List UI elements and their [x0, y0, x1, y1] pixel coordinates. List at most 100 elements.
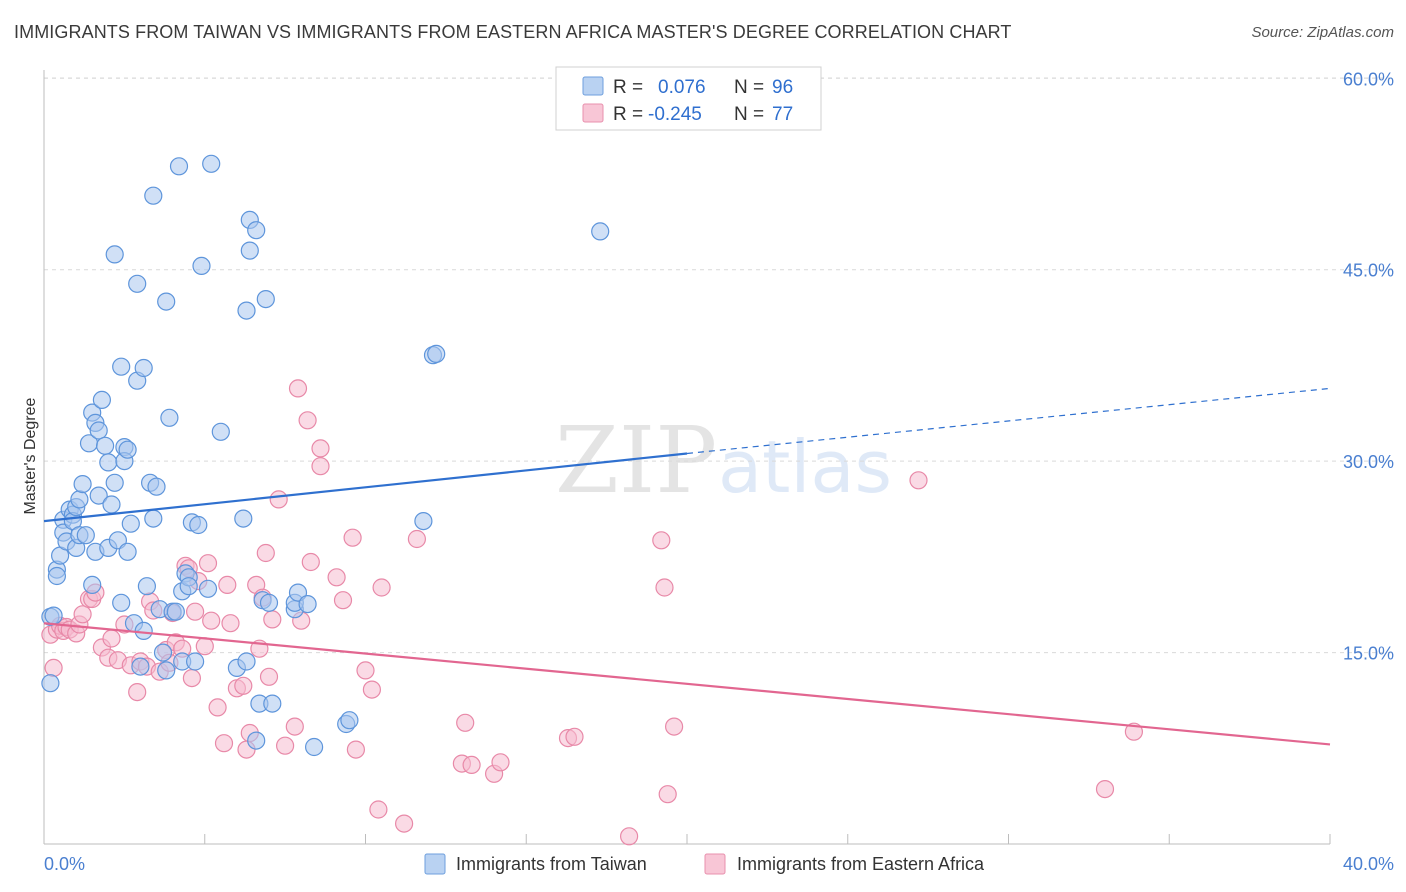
watermark-zip: ZIP [555, 407, 717, 514]
legend-n-value-africa: 77 [772, 104, 793, 125]
data-point-africa [234, 676, 253, 695]
data-point-africa [619, 827, 639, 846]
data-point-taiwan [157, 661, 176, 680]
bottom-legend-label-africa: Immigrants from Eastern Africa [737, 854, 985, 874]
data-point-africa [218, 575, 237, 595]
data-point-taiwan [211, 422, 230, 441]
y-axis-tick-labels: 15.0% 30.0% 45.0% 60.0% [1343, 69, 1394, 663]
bottom-legend-swatch-taiwan [424, 853, 446, 875]
series-eastern-africa-points [41, 379, 1144, 846]
data-point-africa [565, 727, 584, 746]
data-point-africa [362, 680, 381, 699]
legend-r-label-africa: R = [613, 104, 643, 125]
data-point-taiwan [192, 256, 211, 275]
data-point-taiwan [305, 737, 324, 757]
data-point-africa [73, 605, 92, 624]
y-axis-label: Master's Degree [22, 397, 39, 514]
data-point-africa [128, 682, 147, 702]
data-point-taiwan [44, 606, 63, 625]
data-point-taiwan [298, 594, 317, 614]
data-point-taiwan [247, 731, 266, 750]
data-point-taiwan [591, 222, 610, 241]
data-point-africa [182, 668, 201, 688]
data-point-taiwan [340, 711, 359, 730]
data-point-africa [221, 614, 240, 633]
data-point-africa [263, 610, 282, 629]
data-point-taiwan [73, 475, 92, 494]
data-point-taiwan [118, 440, 137, 459]
data-point-africa [1095, 779, 1115, 799]
data-point-taiwan [47, 566, 67, 586]
trend-line-taiwan [43, 452, 688, 523]
gridlines [44, 77, 1394, 654]
data-point-taiwan [247, 221, 266, 240]
data-point-africa [372, 578, 391, 597]
data-point-taiwan [95, 436, 115, 455]
data-point-africa [288, 379, 308, 398]
y-tick-label: 15.0% [1343, 644, 1394, 664]
data-point-taiwan [112, 357, 131, 376]
data-point-taiwan [259, 593, 279, 612]
data-point-taiwan [137, 577, 156, 596]
data-point-africa [664, 717, 684, 736]
legend-n-value-taiwan: 96 [772, 77, 793, 98]
data-point-africa [311, 439, 330, 458]
data-point-africa [462, 755, 481, 775]
legend-r-value-taiwan: 0.076 [658, 77, 706, 98]
stats-legend: R = 0.076 N = 96 R = -0.245 N = 77 [555, 66, 822, 131]
data-point-africa [44, 658, 63, 678]
data-point-africa [343, 528, 362, 547]
data-point-africa [298, 411, 317, 430]
legend-swatch-africa [582, 103, 604, 123]
data-point-africa [102, 629, 121, 648]
y-tick-label: 60.0% [1343, 69, 1394, 89]
data-point-africa [456, 713, 475, 732]
data-point-taiwan [263, 694, 282, 713]
bottom-legend: Immigrants from Taiwan Immigrants from E… [424, 853, 985, 875]
data-point-taiwan [128, 274, 147, 293]
data-point-taiwan [118, 542, 137, 561]
data-point-taiwan [160, 408, 179, 427]
data-point-taiwan [169, 157, 189, 176]
data-point-africa [269, 490, 288, 509]
data-point-taiwan [144, 186, 163, 205]
legend-swatch-taiwan [582, 76, 604, 96]
legend-n-label-taiwan: N = [734, 77, 764, 98]
trend-line-taiwan-extension [686, 387, 1331, 455]
data-point-taiwan [41, 674, 60, 693]
data-point-taiwan [105, 473, 124, 492]
x-axis-ticks [43, 834, 1331, 844]
data-point-africa [395, 814, 414, 833]
data-point-taiwan [83, 575, 102, 595]
data-point-taiwan [105, 245, 124, 264]
trend-line-africa [43, 622, 1331, 746]
data-point-africa [327, 568, 346, 587]
y-tick-label: 45.0% [1343, 261, 1394, 281]
source-credit: Source: ZipAtlas.com [1251, 24, 1394, 41]
x-tick-label-max: 40.0% [1343, 854, 1394, 874]
data-point-taiwan [147, 477, 166, 496]
data-point-taiwan [240, 241, 259, 260]
data-point-taiwan [99, 453, 118, 472]
data-point-taiwan [234, 509, 253, 528]
data-point-africa [491, 753, 510, 772]
bottom-legend-swatch-africa [704, 853, 726, 875]
data-point-africa [356, 661, 375, 680]
y-tick-label: 30.0% [1343, 452, 1394, 472]
data-point-taiwan [237, 652, 256, 671]
data-point-taiwan [189, 515, 208, 535]
data-point-taiwan [166, 602, 185, 621]
data-point-taiwan [202, 154, 221, 173]
data-point-taiwan [153, 643, 173, 662]
data-point-taiwan [157, 292, 176, 311]
data-point-africa [311, 457, 330, 476]
data-point-taiwan [179, 577, 198, 596]
data-point-taiwan [198, 579, 218, 598]
data-point-africa [202, 611, 221, 630]
data-point-africa [658, 785, 677, 804]
data-point-taiwan [237, 301, 256, 320]
data-point-taiwan [70, 490, 89, 509]
data-point-africa [214, 734, 234, 753]
data-point-taiwan [89, 486, 108, 505]
